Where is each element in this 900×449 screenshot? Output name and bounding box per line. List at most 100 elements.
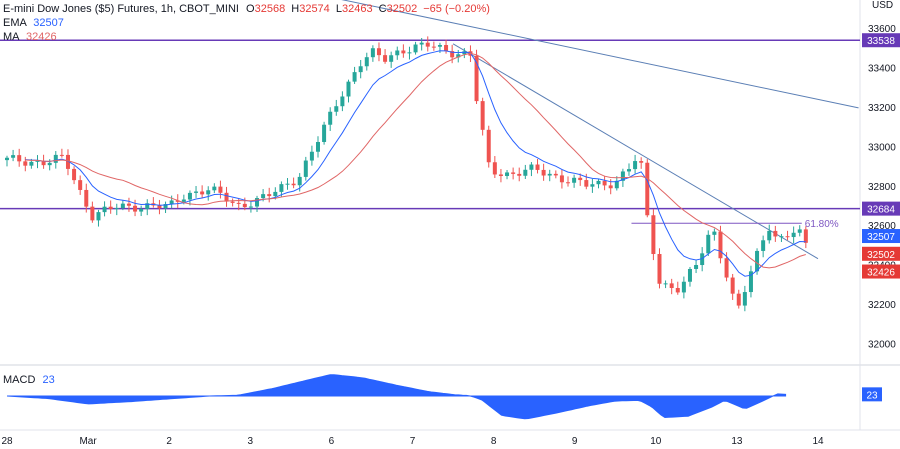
- candle-body[interactable]: [370, 48, 375, 58]
- candle-body[interactable]: [694, 265, 699, 269]
- candle-body[interactable]: [633, 161, 638, 170]
- candle-body[interactable]: [437, 45, 442, 47]
- candle-body[interactable]: [5, 157, 9, 161]
- candle-body[interactable]: [248, 206, 253, 208]
- candle-body[interactable]: [181, 199, 186, 202]
- candle-body[interactable]: [742, 292, 747, 306]
- candle-body[interactable]: [242, 203, 247, 208]
- candle-body[interactable]: [718, 231, 723, 259]
- candle-body[interactable]: [139, 208, 144, 212]
- candle-body[interactable]: [614, 180, 619, 189]
- candle-body[interactable]: [712, 231, 717, 235]
- candle-body[interactable]: [639, 161, 644, 163]
- candle-body[interactable]: [285, 183, 290, 185]
- candle-body[interactable]: [218, 186, 223, 193]
- candle-body[interactable]: [340, 96, 345, 107]
- candle-body[interactable]: [480, 101, 485, 130]
- candle-body[interactable]: [730, 277, 735, 294]
- candle-body[interactable]: [444, 45, 449, 52]
- candle-body[interactable]: [187, 192, 192, 200]
- candle-body[interactable]: [47, 162, 52, 166]
- candle-body[interactable]: [431, 46, 436, 48]
- candle-body[interactable]: [376, 48, 381, 56]
- candle-body[interactable]: [645, 162, 650, 216]
- candle-body[interactable]: [65, 154, 70, 169]
- candle-body[interactable]: [389, 55, 394, 62]
- candle-body[interactable]: [773, 230, 778, 237]
- candle-body[interactable]: [315, 141, 320, 152]
- candle-body[interactable]: [102, 206, 107, 213]
- candle-body[interactable]: [78, 180, 83, 190]
- candle-body[interactable]: [224, 192, 229, 202]
- candle-body[interactable]: [486, 129, 491, 163]
- candle-body[interactable]: [767, 230, 772, 241]
- candle-body[interactable]: [169, 200, 174, 205]
- candle-body[interactable]: [535, 164, 540, 170]
- candle-body[interactable]: [663, 283, 668, 285]
- candle-body[interactable]: [681, 281, 686, 293]
- ma-line[interactable]: [25, 52, 806, 269]
- candle-body[interactable]: [328, 111, 333, 125]
- candle-body[interactable]: [133, 205, 138, 212]
- macd-legend[interactable]: MACD 23: [3, 374, 55, 386]
- candle-body[interactable]: [413, 44, 418, 53]
- candle-body[interactable]: [596, 180, 601, 185]
- candle-body[interactable]: [322, 124, 327, 142]
- candle-body[interactable]: [584, 180, 589, 187]
- candle-body[interactable]: [23, 161, 28, 166]
- candle-body[interactable]: [261, 194, 266, 199]
- candle-body[interactable]: [566, 182, 571, 184]
- candle-body[interactable]: [126, 203, 131, 206]
- candle-body[interactable]: [291, 183, 296, 186]
- candle-body[interactable]: [669, 283, 674, 288]
- candle-body[interactable]: [401, 50, 406, 54]
- candle-body[interactable]: [273, 191, 278, 197]
- candle-body[interactable]: [419, 42, 424, 45]
- candle-body[interactable]: [84, 189, 89, 207]
- candle-body[interactable]: [541, 169, 546, 176]
- symbol-title[interactable]: E-mini Dow Jones ($5) Futures, 1h, CBOT_…: [3, 3, 239, 15]
- candle-body[interactable]: [200, 191, 205, 195]
- candle-body[interactable]: [797, 229, 802, 233]
- candle-body[interactable]: [498, 174, 503, 176]
- candle-body[interactable]: [785, 236, 790, 238]
- candle-body[interactable]: [114, 208, 119, 210]
- candle-body[interactable]: [175, 200, 180, 202]
- candle-body[interactable]: [450, 51, 455, 58]
- candle-body[interactable]: [779, 236, 784, 238]
- candle-body[interactable]: [17, 155, 22, 162]
- candle-body[interactable]: [297, 176, 302, 186]
- candle-body[interactable]: [736, 293, 741, 306]
- candle-body[interactable]: [456, 54, 461, 58]
- candle-body[interactable]: [163, 204, 168, 209]
- candle-body[interactable]: [96, 212, 101, 221]
- candle-body[interactable]: [559, 175, 564, 183]
- candle-body[interactable]: [279, 184, 284, 192]
- candle-body[interactable]: [706, 234, 711, 254]
- candle-body[interactable]: [517, 173, 522, 176]
- candle-body[interactable]: [29, 161, 34, 166]
- candle-body[interactable]: [687, 268, 692, 282]
- candle-body[interactable]: [206, 190, 211, 195]
- candle-body[interactable]: [572, 177, 577, 183]
- candle-body[interactable]: [523, 169, 528, 176]
- candle-body[interactable]: [11, 155, 16, 158]
- candle-body[interactable]: [761, 240, 766, 251]
- candle-body[interactable]: [194, 191, 199, 193]
- candle-body[interactable]: [675, 287, 680, 293]
- ema-line[interactable]: [25, 50, 806, 277]
- candle-body[interactable]: [425, 42, 430, 47]
- candle-body[interactable]: [657, 254, 662, 284]
- candle-body[interactable]: [236, 202, 241, 204]
- candle-body[interactable]: [334, 106, 339, 112]
- candle-body[interactable]: [108, 206, 113, 210]
- candle-body[interactable]: [578, 177, 583, 181]
- candle-body[interactable]: [620, 171, 625, 181]
- candle-body[interactable]: [41, 160, 46, 166]
- candle-body[interactable]: [35, 160, 40, 162]
- candle-body[interactable]: [651, 215, 656, 255]
- candle-body[interactable]: [59, 154, 64, 156]
- candle-body[interactable]: [120, 203, 125, 209]
- candle-body[interactable]: [346, 81, 351, 97]
